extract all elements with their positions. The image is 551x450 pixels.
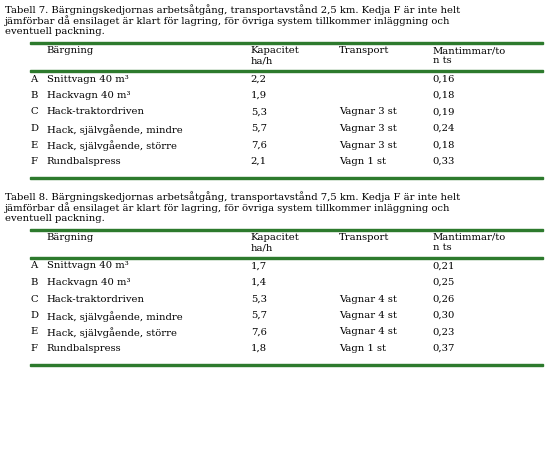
Bar <box>30 257 543 258</box>
Text: A: A <box>30 261 37 270</box>
Text: 0,26: 0,26 <box>433 294 455 303</box>
Text: 1,9: 1,9 <box>251 91 267 100</box>
Text: Vagnar 3 st: Vagnar 3 st <box>339 108 397 117</box>
Text: Vagnar 3 st: Vagnar 3 st <box>339 140 397 149</box>
Text: 1,8: 1,8 <box>251 344 267 353</box>
Text: Vagnar 4 st: Vagnar 4 st <box>339 294 397 303</box>
Text: 5,7: 5,7 <box>251 124 267 133</box>
Bar <box>30 229 543 231</box>
Text: jämförbar då ensilaget är klart för lagring, för övriga system tillkommer inlägg: jämförbar då ensilaget är klart för lagr… <box>5 15 451 26</box>
Text: A: A <box>30 75 37 84</box>
Text: 0,19: 0,19 <box>433 108 455 117</box>
Text: Hack, självgående, mindre: Hack, självgående, mindre <box>47 124 182 135</box>
Text: B: B <box>30 278 37 287</box>
Text: eventuell packning.: eventuell packning. <box>5 27 105 36</box>
Text: Bärgning: Bärgning <box>47 46 94 55</box>
Text: 2,2: 2,2 <box>251 75 267 84</box>
Text: Vagn 1 st: Vagn 1 st <box>339 344 386 353</box>
Text: Snittvagn 40 m³: Snittvagn 40 m³ <box>47 75 128 84</box>
Bar <box>30 41 543 44</box>
Text: F: F <box>30 157 37 166</box>
Text: Hack-traktordriven: Hack-traktordriven <box>47 108 145 117</box>
Text: 7,6: 7,6 <box>251 328 267 337</box>
Text: Kapacitet
ha/h: Kapacitet ha/h <box>251 46 299 65</box>
Text: 1,7: 1,7 <box>251 261 267 270</box>
Text: Tabell 8. Bärgningskedjornas arbetsåtgång, transportavstånd 7,5 km. Kedja F är i: Tabell 8. Bärgningskedjornas arbetsåtgån… <box>5 191 460 202</box>
Bar <box>30 70 543 72</box>
Text: Vagnar 4 st: Vagnar 4 st <box>339 328 397 337</box>
Text: D: D <box>30 124 39 133</box>
Text: Transport: Transport <box>339 46 389 55</box>
Text: 1,4: 1,4 <box>251 278 267 287</box>
Text: 0,18: 0,18 <box>433 140 455 149</box>
Text: 0,33: 0,33 <box>433 157 455 166</box>
Text: 5,7: 5,7 <box>251 311 267 320</box>
Text: eventuell packning.: eventuell packning. <box>5 214 105 223</box>
Text: 0,30: 0,30 <box>433 311 455 320</box>
Text: Hack, självgående, mindre: Hack, självgående, mindre <box>47 311 182 322</box>
Text: jämförbar då ensilaget är klart för lagring, för övriga system tillkommer inlägg: jämförbar då ensilaget är klart för lagr… <box>5 202 451 213</box>
Text: Vagnar 3 st: Vagnar 3 st <box>339 124 397 133</box>
Bar <box>30 176 543 179</box>
Text: F: F <box>30 344 37 353</box>
Text: C: C <box>30 294 38 303</box>
Text: 0,37: 0,37 <box>433 344 455 353</box>
Text: 2,1: 2,1 <box>251 157 267 166</box>
Text: E: E <box>30 140 37 149</box>
Text: Rundbalspress: Rundbalspress <box>47 157 121 166</box>
Text: Vagnar 4 st: Vagnar 4 st <box>339 311 397 320</box>
Bar <box>30 364 543 366</box>
Text: Rundbalspress: Rundbalspress <box>47 344 121 353</box>
Text: Tabell 7. Bärgningskedjornas arbetsåtgång, transportavstånd 2,5 km. Kedja F är i: Tabell 7. Bärgningskedjornas arbetsåtgån… <box>5 4 460 15</box>
Text: Hack, självgående, större: Hack, självgående, större <box>47 140 177 151</box>
Text: Hack, självgående, större: Hack, självgående, större <box>47 328 177 338</box>
Text: 5,3: 5,3 <box>251 294 267 303</box>
Text: 0,18: 0,18 <box>433 91 455 100</box>
Text: B: B <box>30 91 37 100</box>
Text: 0,21: 0,21 <box>433 261 455 270</box>
Text: Hackvagn 40 m³: Hackvagn 40 m³ <box>47 278 131 287</box>
Text: 0,25: 0,25 <box>433 278 455 287</box>
Text: Mantimmar/to
n ts: Mantimmar/to n ts <box>433 233 506 252</box>
Text: 5,3: 5,3 <box>251 108 267 117</box>
Text: Hack-traktordriven: Hack-traktordriven <box>47 294 145 303</box>
Text: Snittvagn 40 m³: Snittvagn 40 m³ <box>47 261 128 270</box>
Text: 7,6: 7,6 <box>251 140 267 149</box>
Text: E: E <box>30 328 37 337</box>
Text: Bärgning: Bärgning <box>47 233 94 242</box>
Text: Kapacitet
ha/h: Kapacitet ha/h <box>251 233 299 252</box>
Text: C: C <box>30 108 38 117</box>
Text: D: D <box>30 311 39 320</box>
Text: 0,16: 0,16 <box>433 75 455 84</box>
Text: 0,24: 0,24 <box>433 124 455 133</box>
Text: Transport: Transport <box>339 233 389 242</box>
Text: Mantimmar/to
n ts: Mantimmar/to n ts <box>433 46 506 65</box>
Text: Vagn 1 st: Vagn 1 st <box>339 157 386 166</box>
Text: Hackvagn 40 m³: Hackvagn 40 m³ <box>47 91 131 100</box>
Text: 0,23: 0,23 <box>433 328 455 337</box>
